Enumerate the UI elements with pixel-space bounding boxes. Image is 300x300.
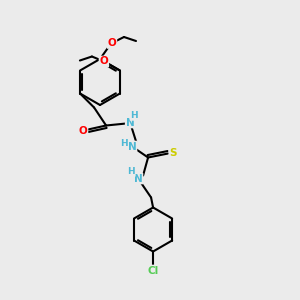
Text: H: H — [127, 167, 135, 176]
Text: H: H — [120, 139, 128, 148]
Text: O: O — [79, 125, 88, 136]
Text: N: N — [128, 142, 136, 152]
Text: O: O — [108, 38, 116, 48]
Text: H: H — [130, 111, 138, 120]
Text: N: N — [134, 173, 142, 184]
Text: S: S — [169, 148, 177, 158]
Text: O: O — [100, 56, 108, 67]
Text: N: N — [126, 118, 134, 128]
Text: Cl: Cl — [148, 266, 159, 275]
